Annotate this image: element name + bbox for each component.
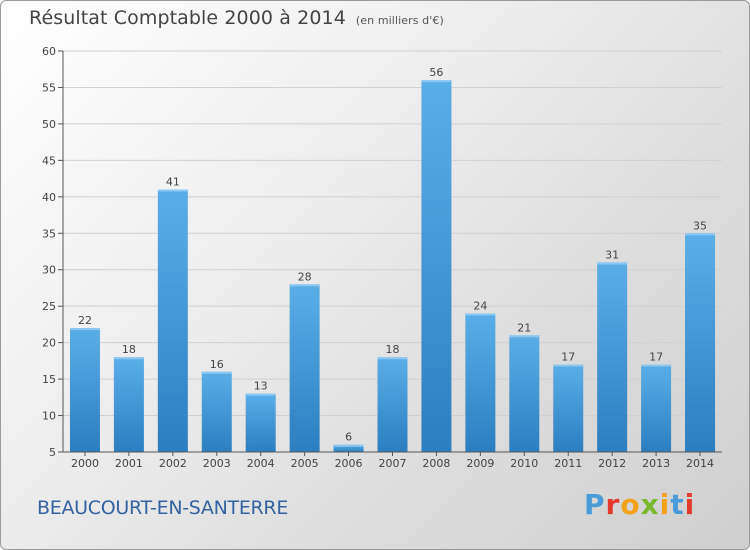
- bar: [201, 371, 232, 452]
- bar-highlight: [333, 444, 364, 447]
- y-tick-label: 45: [42, 154, 56, 167]
- bar-highlight: [641, 364, 672, 367]
- bar-value-label: 21: [517, 321, 531, 334]
- x-tick-label: 2010: [510, 457, 538, 470]
- y-tick-label: 50: [42, 118, 56, 131]
- bar: [245, 393, 276, 452]
- bars-layer: [69, 80, 716, 452]
- bar: [597, 262, 628, 452]
- y-tick-label: 40: [42, 191, 56, 204]
- bar-value-label: 13: [254, 380, 268, 393]
- bar-value-label: 17: [561, 351, 575, 364]
- location-name: BEAUCOURT-EN-SANTERRE: [37, 497, 289, 519]
- bar-value-label: 18: [122, 343, 136, 356]
- bar-value-label: 18: [386, 343, 400, 356]
- bar-value-label: 31: [605, 248, 619, 261]
- bar-highlight: [465, 313, 496, 316]
- y-tick-label: 35: [42, 227, 56, 240]
- y-tick-label: 60: [42, 45, 56, 58]
- bar-value-label: 16: [210, 358, 224, 371]
- bar: [289, 284, 320, 452]
- bar-value-label: 6: [345, 431, 352, 444]
- bar: [465, 313, 496, 452]
- bar: [509, 335, 540, 452]
- x-tick-label: 2005: [291, 457, 319, 470]
- bar-highlight: [685, 233, 716, 236]
- x-tick-label: 2008: [422, 457, 450, 470]
- bar-highlight: [377, 357, 408, 360]
- bar: [113, 357, 144, 452]
- x-tick-label: 2011: [554, 457, 582, 470]
- x-tick-label: 2012: [598, 457, 626, 470]
- logo-letter: o: [620, 488, 641, 521]
- y-tick-label: 30: [42, 264, 56, 277]
- bar: [69, 328, 100, 452]
- y-tick-label: 10: [42, 410, 56, 423]
- y-tick-label: 20: [42, 337, 56, 350]
- x-tick-label: 2001: [115, 457, 143, 470]
- bar-highlight: [553, 364, 584, 367]
- bar-highlight: [245, 393, 276, 396]
- x-tick-label: 2000: [71, 457, 99, 470]
- logo-letter: x: [640, 488, 660, 521]
- axis-layer: 5 10 15 20 25 30 35 40 45 50 55 60 2000 2001 2002 2003 2…: [42, 45, 722, 470]
- bar-value-label: 17: [649, 351, 663, 364]
- bar: [553, 364, 584, 452]
- x-tick-label: 2013: [642, 457, 670, 470]
- x-tick-label: 2004: [247, 457, 275, 470]
- x-tick-label: 2003: [203, 457, 231, 470]
- bar-value-label: 22: [78, 314, 92, 327]
- bar: [685, 233, 716, 452]
- bar-value-label: 28: [298, 270, 312, 283]
- labels-layer: 22 18 41 16 13 28 6 18 56 24 21 17 31 17 35: [78, 66, 707, 444]
- x-tick-label: 2007: [379, 457, 407, 470]
- proxiti-logo: Proxiti: [584, 488, 695, 521]
- logo-letter: i: [684, 488, 696, 521]
- bar-highlight: [289, 284, 320, 287]
- bar-highlight: [201, 371, 232, 374]
- x-tick-label: 2009: [466, 457, 494, 470]
- bar: [333, 444, 364, 452]
- bar: [157, 189, 188, 452]
- x-tick-label: 2002: [159, 457, 187, 470]
- bar-value-label: 35: [693, 219, 707, 232]
- chart-subtitle: (en milliers d'€): [355, 14, 444, 27]
- bar: [641, 364, 672, 452]
- logo-letter: P: [584, 488, 606, 521]
- bar-highlight: [509, 335, 540, 338]
- bar-highlight: [597, 262, 628, 265]
- y-tick-label: 5: [49, 446, 56, 459]
- logo-letter: t: [670, 488, 685, 521]
- bar: [377, 357, 408, 452]
- bar-value-label: 24: [473, 299, 487, 312]
- x-tick-label: 2014: [686, 457, 714, 470]
- bar-highlight: [421, 80, 452, 83]
- y-tick-label: 25: [42, 300, 56, 313]
- bar-highlight: [69, 328, 100, 331]
- bar-value-label: 56: [429, 66, 443, 79]
- title-text: Résultat Comptable 2000 à 2014: [29, 7, 346, 29]
- y-tick-label: 15: [42, 373, 56, 386]
- bar: [421, 80, 452, 452]
- logo-letter: i: [659, 488, 671, 521]
- chart-title: Résultat Comptable 2000 à 2014 (en millie…: [29, 7, 444, 29]
- bar-highlight: [157, 189, 188, 192]
- y-tick-label: 55: [42, 81, 56, 94]
- bar-value-label: 41: [166, 176, 180, 189]
- x-tick-label: 2006: [335, 457, 363, 470]
- bar-highlight: [113, 357, 144, 360]
- logo-letter: r: [605, 488, 621, 521]
